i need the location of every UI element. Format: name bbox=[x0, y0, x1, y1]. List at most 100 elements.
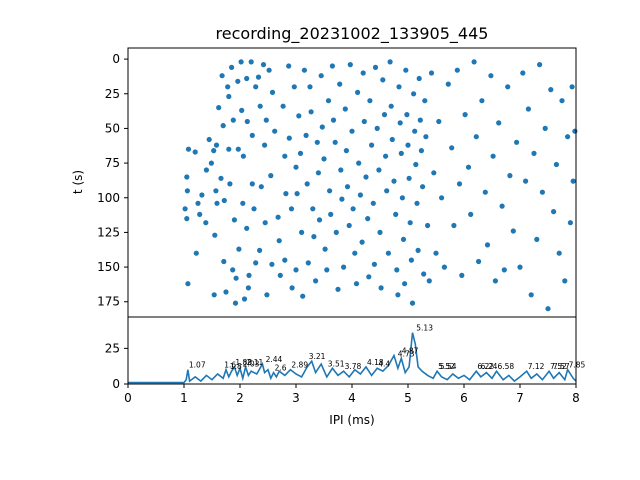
scatter-point bbox=[272, 128, 278, 134]
histogram-y-ticks: 0 25 bbox=[105, 341, 128, 391]
scatter-point bbox=[534, 236, 540, 242]
scatter-point bbox=[257, 247, 263, 253]
scatter-point bbox=[293, 267, 299, 273]
scatter-point bbox=[221, 197, 227, 204]
peak-label: 1.88 bbox=[235, 358, 252, 367]
scatter-point bbox=[322, 246, 328, 252]
scatter-point bbox=[253, 84, 259, 90]
scatter-point bbox=[471, 59, 477, 65]
y-tick-label: 125 bbox=[97, 225, 120, 239]
scatter-point bbox=[569, 84, 575, 90]
scatter-point bbox=[385, 250, 391, 256]
y-tick-label: 0 bbox=[112, 52, 120, 66]
scatter-point bbox=[229, 64, 235, 70]
scatter-point bbox=[248, 59, 254, 65]
scatter-point bbox=[417, 117, 423, 123]
peak-annotations: 1.07 1.61.81.882.032.11 2.442.6 2.893.213.5… bbox=[189, 324, 586, 373]
scatter-point bbox=[551, 209, 557, 215]
scatter-point bbox=[184, 174, 190, 180]
scatter-point bbox=[185, 281, 191, 287]
peak-label: 4.4 bbox=[378, 359, 390, 368]
x-tick-label: 1 bbox=[180, 391, 188, 405]
scatter-point bbox=[301, 67, 307, 73]
scatter-point bbox=[360, 70, 366, 76]
scatter-point bbox=[572, 128, 578, 134]
peak-label: 7.85 bbox=[569, 361, 586, 370]
scatter-point bbox=[240, 153, 246, 159]
scatter-point bbox=[333, 229, 339, 235]
scatter-point bbox=[418, 148, 424, 154]
scatter-point bbox=[347, 62, 353, 68]
scatter-point bbox=[501, 267, 507, 273]
scatter-point bbox=[276, 238, 282, 244]
scatter-point bbox=[342, 106, 348, 112]
scatter-point bbox=[244, 118, 250, 125]
scatter-point bbox=[244, 75, 250, 82]
scatter-point bbox=[355, 89, 361, 95]
scatter-point bbox=[232, 300, 239, 306]
scatter-point bbox=[268, 173, 274, 179]
scatter-point bbox=[559, 98, 565, 104]
scatter-point bbox=[343, 148, 349, 154]
peak-label: 3.21 bbox=[309, 352, 326, 361]
scatter-point bbox=[239, 107, 245, 113]
peak-label: 1.6 bbox=[224, 361, 236, 370]
scatter-point bbox=[294, 191, 300, 197]
scatter-point bbox=[203, 167, 209, 173]
scatter-point bbox=[415, 247, 421, 253]
scatter-point bbox=[227, 181, 233, 187]
scatter-point bbox=[388, 103, 394, 109]
peak-label: 4.87 bbox=[402, 346, 419, 355]
scatter-point bbox=[328, 211, 334, 217]
scatter-point bbox=[507, 173, 513, 179]
scatter-point bbox=[231, 217, 237, 223]
scatter-point bbox=[499, 203, 505, 209]
scatter-point bbox=[233, 275, 239, 281]
scatter-point bbox=[241, 296, 248, 302]
scatter-point bbox=[482, 189, 488, 195]
scatter-point bbox=[400, 236, 407, 242]
peak-label: 6.22 bbox=[477, 362, 494, 371]
scatter-point bbox=[246, 272, 252, 278]
scatter-point bbox=[413, 161, 419, 168]
peak-label: 7.12 bbox=[528, 362, 545, 371]
raster-axes: 0 25 50 75 100 125 150 175 t (s) bbox=[71, 47, 578, 318]
scatter-point bbox=[220, 123, 226, 129]
scatter-point bbox=[324, 267, 330, 273]
scatter-point bbox=[313, 278, 319, 284]
scatter-point bbox=[337, 81, 343, 87]
scatter-point bbox=[212, 232, 218, 238]
scatter-point bbox=[286, 63, 292, 69]
scatter-point bbox=[492, 278, 498, 284]
scatter-point bbox=[353, 281, 360, 287]
scatter-point bbox=[253, 260, 259, 266]
scatter-point bbox=[235, 146, 241, 152]
scatter-point bbox=[528, 292, 534, 298]
y-tick-label: 25 bbox=[105, 341, 120, 355]
scatter-point bbox=[514, 139, 520, 145]
scatter-point bbox=[421, 271, 427, 277]
scatter-point bbox=[341, 264, 347, 270]
scatter-point bbox=[403, 67, 409, 73]
scatter-point bbox=[370, 200, 376, 206]
x-tick-label: 2 bbox=[236, 391, 244, 405]
scatter-point bbox=[255, 74, 262, 80]
scatter-point bbox=[262, 220, 268, 226]
scatter-point bbox=[436, 118, 442, 125]
scatter-point bbox=[263, 117, 269, 123]
scatter-point bbox=[407, 220, 413, 226]
scatter-point bbox=[219, 73, 225, 79]
scatter-point bbox=[404, 112, 410, 118]
scatter-point bbox=[525, 106, 532, 112]
scatter-point bbox=[468, 211, 474, 217]
scatter-point bbox=[318, 73, 324, 79]
scatter-point bbox=[297, 150, 304, 156]
scatter-point bbox=[565, 134, 571, 140]
x-tick-label: 8 bbox=[572, 391, 580, 405]
scatter-point bbox=[282, 257, 288, 263]
scatter-point bbox=[303, 132, 309, 138]
scatter-point bbox=[197, 211, 203, 217]
peak-label: 7.57 bbox=[553, 362, 570, 371]
x-tick-label: 7 bbox=[516, 391, 524, 405]
scatter-point bbox=[338, 167, 344, 173]
